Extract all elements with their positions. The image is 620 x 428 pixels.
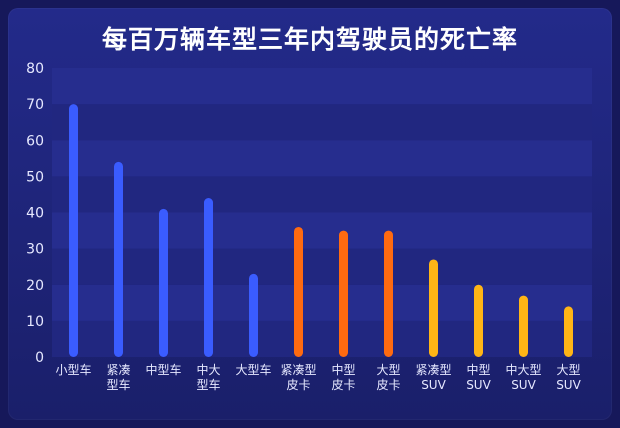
x-tick-label: 大型车 xyxy=(235,362,271,377)
y-tick-label: 60 xyxy=(26,133,44,149)
bar xyxy=(114,161,123,357)
grid-band xyxy=(52,176,592,213)
bars xyxy=(69,104,573,357)
bar xyxy=(204,198,213,357)
x-tick-label: 小型车 xyxy=(55,362,91,377)
y-tick-label: 70 xyxy=(26,97,44,113)
x-tick-label: 中大型 SUV xyxy=(505,362,541,392)
grid-band xyxy=(52,212,592,249)
grid-band xyxy=(52,320,592,357)
x-tick-label: 紧凑型车 xyxy=(106,363,130,392)
grid-band xyxy=(52,68,592,105)
bar xyxy=(294,226,303,357)
grid-band xyxy=(52,104,592,141)
y-tick-label: 20 xyxy=(26,278,44,294)
bar xyxy=(159,208,168,357)
bar xyxy=(69,104,78,357)
y-tick-label: 50 xyxy=(26,169,44,185)
y-tick-label: 0 xyxy=(35,350,44,366)
x-tick-label: 中型 SUV xyxy=(466,362,491,392)
bar xyxy=(519,295,528,357)
bar xyxy=(564,306,573,357)
y-tick-label: 30 xyxy=(26,242,44,258)
x-tick-label: 紧凑型 SUV xyxy=(415,363,451,392)
y-tick-label: 80 xyxy=(26,61,44,77)
bar xyxy=(339,230,348,357)
chart-title: 每百万辆车型三年内驾驶员的死亡率 xyxy=(101,25,518,54)
bar xyxy=(429,259,438,357)
y-axis: 0 10 20 30 40 50 60 70 80 xyxy=(26,61,44,366)
x-tick-label: 大型皮卡 xyxy=(376,363,400,392)
grid-band xyxy=(52,284,592,321)
bar xyxy=(249,273,258,357)
plot-background xyxy=(52,68,592,357)
bar xyxy=(384,230,393,357)
x-tick-label: 大型 SUV xyxy=(556,363,581,392)
x-tick-label: 中大型车 xyxy=(196,362,220,392)
grid-band xyxy=(52,140,592,177)
x-tick-label: 紧凑型皮卡 xyxy=(280,363,316,392)
y-tick-label: 40 xyxy=(26,206,44,222)
grid-band xyxy=(52,248,592,285)
x-tick-label: 中型车 xyxy=(145,362,181,377)
x-tick-label: 中型皮卡 xyxy=(331,362,355,392)
y-tick-label: 10 xyxy=(26,314,44,330)
bar xyxy=(474,284,483,357)
